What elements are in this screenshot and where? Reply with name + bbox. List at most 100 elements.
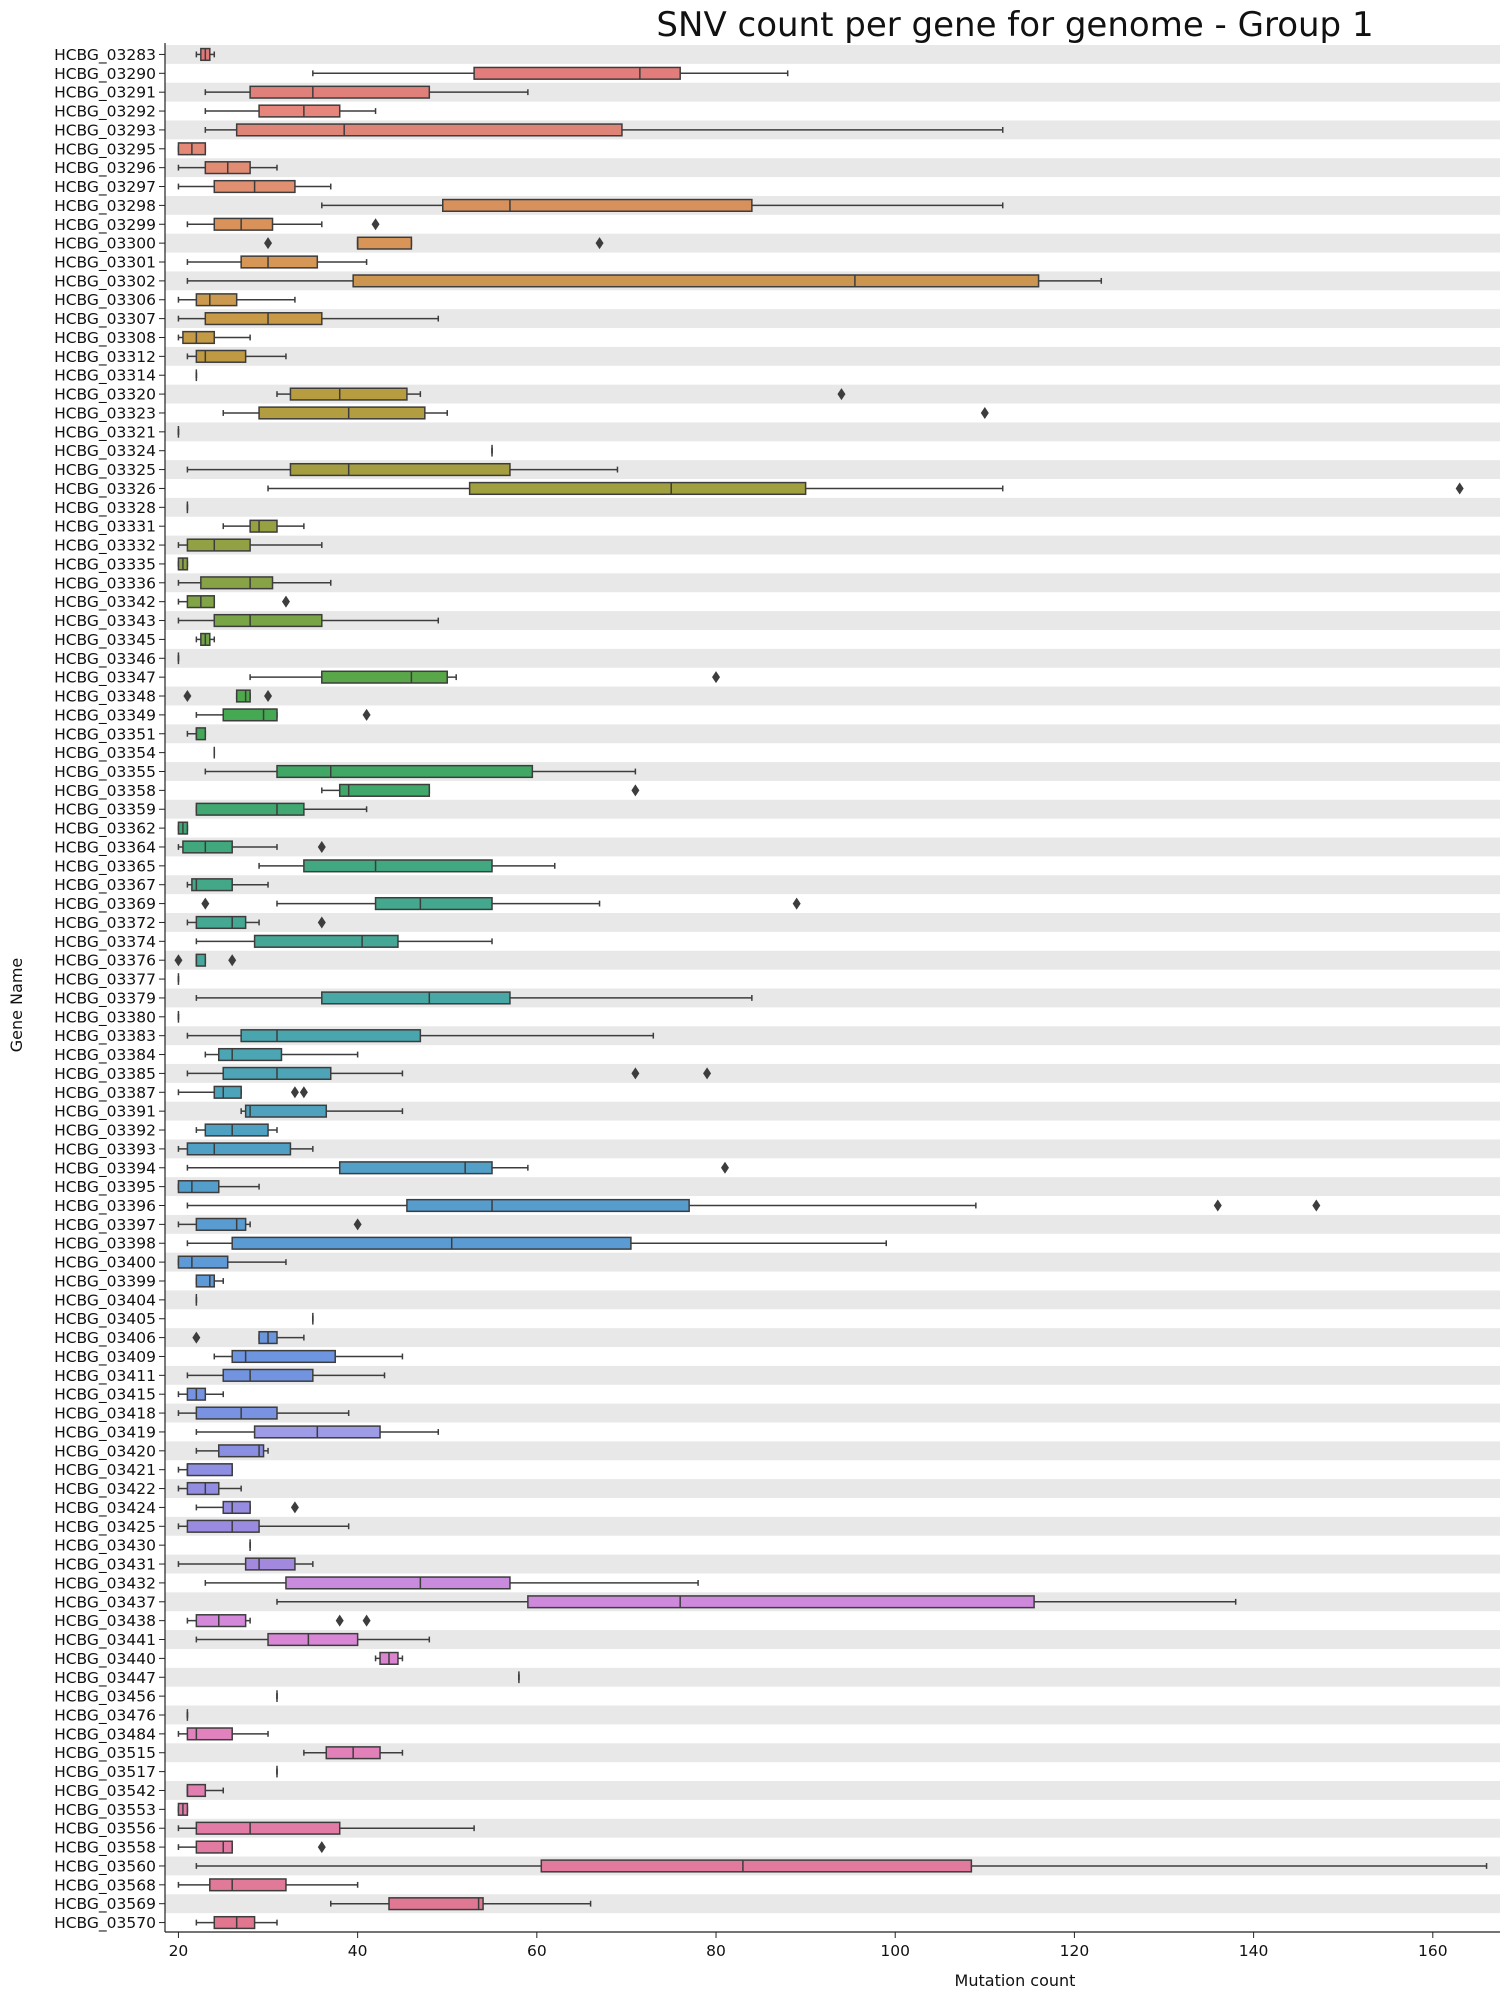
box-HCBG_03376 (195, 953, 207, 967)
x-tick-label: 100 (880, 1942, 910, 1960)
box-HCBG_03300 (356, 236, 413, 250)
y-tick-label: HCBG_03331 (54, 518, 156, 537)
box-HCBG_03307 (204, 312, 323, 326)
box-HCBG_03365 (303, 859, 493, 873)
row-band (165, 45, 1500, 64)
x-tick-label: 60 (527, 1942, 547, 1960)
box-HCBG_03398 (231, 1236, 632, 1250)
box-HCBG_03343 (213, 613, 323, 628)
row-band (165, 1705, 1500, 1725)
y-tick-label: HCBG_03332 (54, 537, 156, 556)
y-tick-label: HCBG_03372 (54, 914, 156, 933)
y-tick-label: HCBG_03447 (54, 1669, 156, 1688)
outlier-point (228, 954, 237, 967)
row-band (165, 233, 1500, 253)
box-series (174, 47, 1488, 1930)
box-HCBG_03351 (195, 727, 207, 741)
row-band (165, 1177, 1500, 1197)
y-tick-label: HCBG_03301 (54, 254, 156, 273)
box-HCBG_03325 (289, 462, 511, 477)
box-HCBG_03369 (374, 896, 493, 911)
y-tick-label: HCBG_03397 (54, 1216, 156, 1235)
y-tick-label: HCBG_03405 (54, 1310, 156, 1329)
row-band (165, 799, 1500, 819)
box-HCBG_03331 (249, 519, 278, 533)
outlier-point (362, 708, 371, 721)
box-HCBG_03387 (213, 1085, 242, 1099)
y-tick-label: HCBG_03406 (54, 1329, 156, 1348)
y-tick-label: HCBG_03362 (54, 820, 156, 839)
y-tick-label: HCBG_03418 (54, 1405, 156, 1424)
y-tick-label: HCBG_03358 (54, 782, 156, 801)
box-HCBG_03336 (200, 576, 274, 590)
y-tick-label: HCBG_03569 (54, 1895, 156, 1914)
y-tick-label: HCBG_03431 (54, 1556, 156, 1575)
outlier-point (720, 1161, 729, 1174)
y-tick-label: HCBG_03349 (54, 706, 156, 725)
y-tick-label: HCBG_03299 (54, 216, 156, 235)
outlier-point (281, 595, 290, 608)
y-tick-label: HCBG_03306 (54, 291, 156, 310)
y-tick-label: HCBG_03345 (54, 631, 156, 650)
row-band (165, 1252, 1500, 1272)
y-tick-label: HCBG_03377 (54, 971, 156, 990)
outlier-point (362, 1614, 371, 1627)
row-band (165, 1743, 1500, 1763)
box-HCBG_03355 (276, 764, 534, 779)
y-tick-label: HCBG_03295 (54, 140, 156, 159)
y-tick-label: HCBG_03293 (54, 121, 156, 140)
box-HCBG_03484 (186, 1727, 233, 1741)
y-tick-label: HCBG_03326 (54, 480, 156, 499)
row-band (165, 1630, 1500, 1649)
outlier-point (174, 954, 183, 967)
box-HCBG_03298 (442, 198, 753, 212)
y-tick-label: HCBG_03425 (54, 1518, 156, 1537)
box-HCBG_03409 (231, 1349, 336, 1364)
box-HCBG_03568 (209, 1878, 287, 1892)
box-HCBG_03438 (195, 1614, 247, 1628)
x-tick-label: 140 (1239, 1942, 1269, 1960)
box-HCBG_03332 (186, 538, 251, 552)
y-tick-label: HCBG_03343 (54, 612, 156, 631)
y-tick-label: HCBG_03456 (54, 1688, 156, 1707)
box-HCBG_03349 (222, 708, 278, 722)
box-HCBG_03348 (235, 689, 251, 703)
y-tick-label: HCBG_03336 (54, 574, 156, 593)
row-band (165, 837, 1500, 857)
row-band (165, 1818, 1500, 1838)
y-tick-label: HCBG_03400 (54, 1254, 156, 1273)
row-band (165, 1403, 1500, 1423)
row-bands (165, 45, 1500, 1914)
y-tick-label: HCBG_03396 (54, 1197, 156, 1216)
row-band (165, 309, 1500, 329)
row-band (165, 1101, 1500, 1121)
row-band (165, 1516, 1500, 1536)
x-tick-label: 120 (1060, 1942, 1090, 1960)
y-tick-label: HCBG_03283 (54, 46, 156, 65)
row-band (165, 1214, 1500, 1234)
row-band (165, 1479, 1500, 1498)
box-HCBG_03396 (406, 1198, 690, 1213)
y-tick-label: HCBG_03308 (54, 329, 156, 348)
row-band (165, 1781, 1500, 1800)
row-band (165, 686, 1500, 706)
box-HCBG_03367 (191, 878, 233, 892)
row-band (165, 1139, 1500, 1159)
row-band (165, 82, 1500, 102)
row-band (165, 1290, 1500, 1310)
outlier-point (264, 237, 273, 250)
y-tick-label: HCBG_03355 (54, 763, 156, 782)
row-band (165, 950, 1500, 970)
box-HCBG_03359 (195, 802, 305, 816)
y-tick-label: HCBG_03359 (54, 801, 156, 820)
box-HCBG_03292 (258, 104, 341, 118)
box-HCBG_03326 (468, 481, 807, 496)
y-tick-label: HCBG_03384 (54, 1046, 156, 1065)
x-tick-label: 40 (348, 1942, 368, 1960)
row-band (165, 611, 1500, 630)
y-tick-label: HCBG_03430 (54, 1537, 156, 1556)
y-tick-label: HCBG_03385 (54, 1065, 156, 1084)
y-tick-label: HCBG_03424 (54, 1499, 156, 1518)
outlier-point (595, 237, 604, 250)
